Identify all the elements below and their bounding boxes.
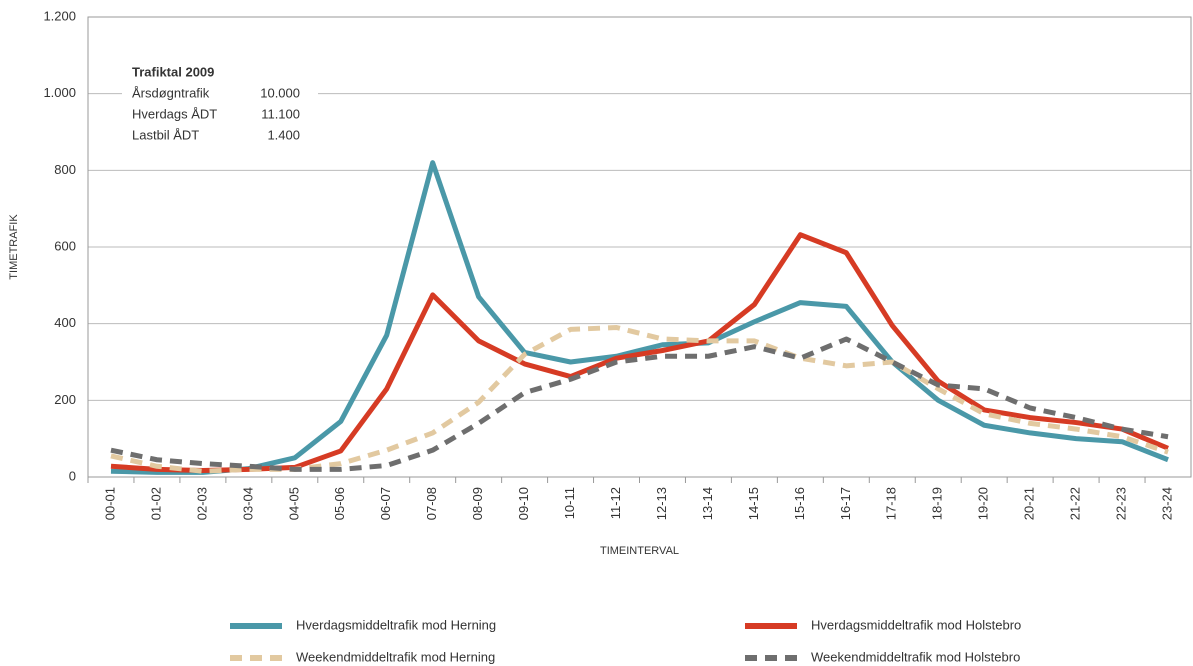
x-tick-label: 09-10: [516, 487, 531, 520]
annotation-value: 1.400: [267, 127, 300, 142]
x-tick-label: 11-12: [608, 487, 623, 519]
annotation-label: Hverdags ÅDT: [132, 106, 217, 121]
annotation-label: Lastbil ÅDT: [132, 127, 199, 142]
x-tick-label: 18-19: [930, 487, 945, 520]
y-tick-label: 200: [54, 392, 76, 407]
x-tick-label: 16-17: [838, 487, 853, 520]
annotation-label: Årsdøgntrafik: [132, 85, 210, 100]
x-tick-label: 17-18: [884, 487, 899, 520]
x-tick-label: 12-13: [654, 487, 669, 520]
x-tick-label: 00-01: [102, 487, 117, 520]
x-tick-label: 06-07: [378, 487, 393, 520]
x-axis-label: TIMEINTERVAL: [600, 545, 679, 557]
y-tick-label: 1.200: [43, 8, 76, 23]
x-tick-label: 04-05: [286, 487, 301, 520]
annotation-value: 11.100: [261, 106, 300, 121]
legend-label: Hverdagsmiddeltrafik mod Herning: [296, 617, 496, 632]
x-tick-label: 01-02: [148, 487, 163, 520]
x-tick-label: 10-11: [562, 487, 577, 519]
x-tick-label: 03-04: [240, 487, 255, 520]
legend-label: Weekendmiddeltrafik mod Holstebro: [811, 649, 1020, 664]
legend-label: Hverdagsmiddeltrafik mod Holstebro: [811, 617, 1021, 632]
x-tick-label: 14-15: [746, 487, 761, 520]
annotation-bg: [122, 58, 318, 150]
series-line: [110, 160, 1169, 475]
y-tick-label: 600: [54, 238, 76, 253]
x-tick-label: 15-16: [792, 487, 807, 520]
x-tick-label: 19-20: [976, 487, 991, 520]
x-tick-label: 02-03: [194, 487, 209, 520]
x-tick-label: 21-22: [1068, 487, 1083, 520]
x-tick-label: 23-24: [1159, 487, 1174, 520]
series-line: [110, 336, 1169, 472]
y-tick-label: 1.000: [43, 85, 76, 100]
legend-label: Weekendmiddeltrafik mod Herning: [296, 649, 495, 664]
series-line: [110, 325, 1169, 474]
x-tick-label: 22-23: [1114, 487, 1129, 520]
x-tick-label: 13-14: [700, 487, 715, 520]
x-tick-label: 08-09: [470, 487, 485, 520]
y-tick-label: 800: [54, 162, 76, 177]
y-axis-label: TIMETRAFIK: [8, 214, 20, 280]
x-tick-label: 05-06: [332, 487, 347, 520]
x-tick-label: 20-21: [1022, 487, 1037, 520]
x-tick-label: 07-08: [424, 487, 439, 520]
annotation-title: Trafiktal 2009: [132, 64, 214, 79]
y-tick-label: 400: [54, 315, 76, 330]
series-line: [110, 232, 1169, 473]
y-tick-label: 0: [69, 468, 76, 483]
annotation-value: 10.000: [260, 85, 300, 100]
